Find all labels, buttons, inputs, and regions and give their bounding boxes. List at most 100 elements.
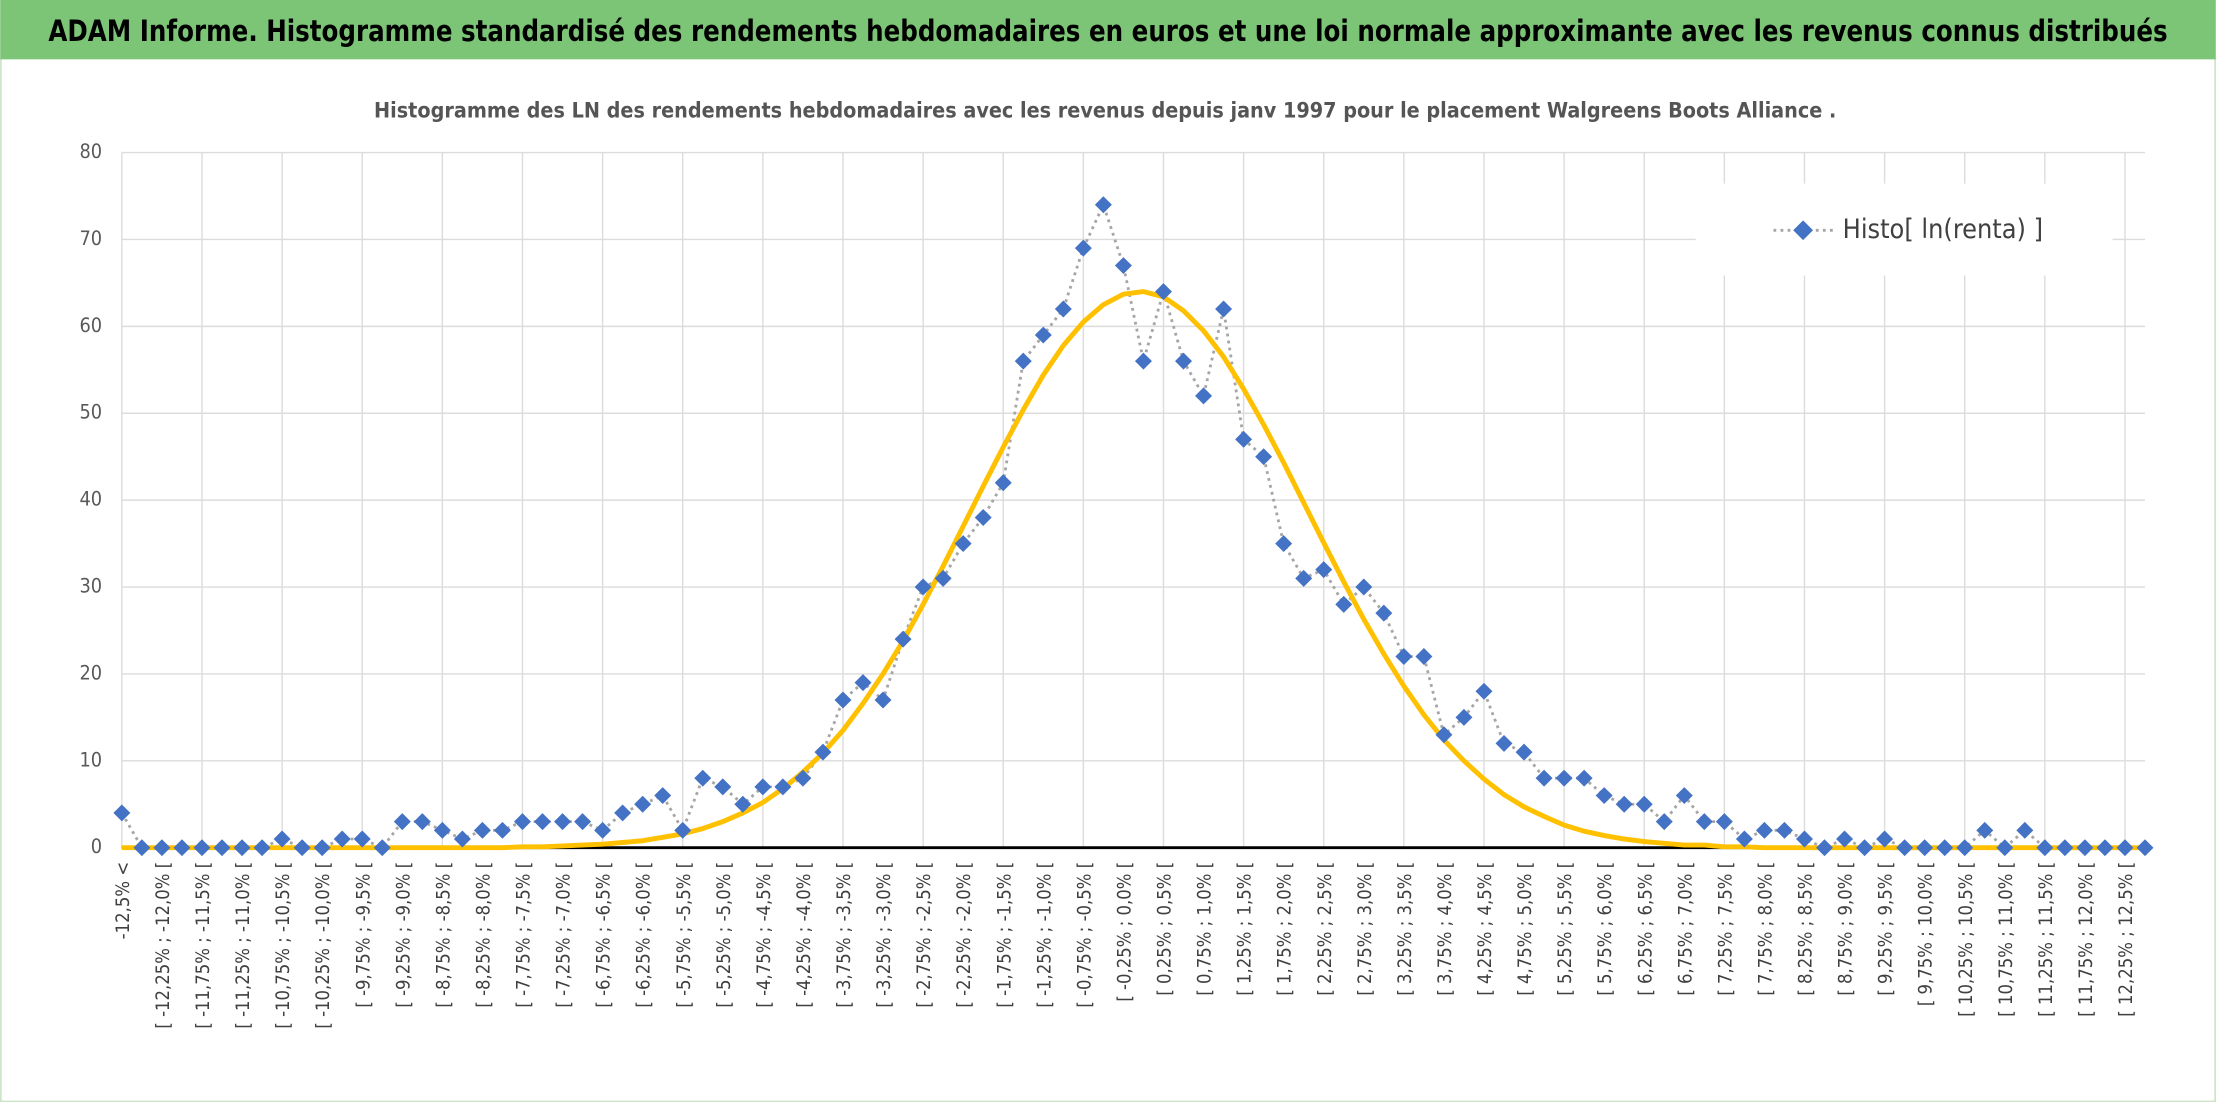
x-tick-label: [ 9,25% ; 9,5% [ [1876,862,1897,996]
data-point [2056,839,2074,857]
y-tick-label: 50 [79,401,102,424]
data-point [173,839,191,857]
data-point [1235,430,1253,448]
chart-title: Histogramme des LN des rendements hebdom… [374,98,1836,123]
data-point [1535,769,1553,787]
x-tick-label: [ 4,25% ; 4,5% [ [1475,862,1496,996]
data-point [574,813,592,831]
x-tick-label: [ -8,75% ; -8,5% [ [433,862,454,1008]
x-tick-label: [ 12,25% ; 12,5% [ [2116,862,2137,1017]
x-tick-label: [ 7,25% ; 7,5% [ [1715,862,1736,996]
x-tick-label: [ -11,75% ; -11,5% [ [193,862,214,1029]
data-point [674,821,692,839]
data-point [473,821,491,839]
data-point [293,839,311,857]
x-tick-label: -12,5% < [113,862,134,940]
data-point [734,795,752,813]
y-tick-label: 80 [79,140,102,163]
data-point [554,813,572,831]
x-tick-label: [ 6,75% ; 7,0% [ [1675,862,1696,996]
data-point [353,830,371,848]
y-tick-label: 0 [91,835,102,858]
data-point [1796,830,1813,848]
data-point [1155,283,1172,301]
data-point [193,839,211,857]
data-point [1335,595,1353,613]
data-point [774,778,792,796]
title-bar [0,0,2216,60]
data-point [1375,604,1393,622]
x-tick-label: [ 3,25% ; 3,5% [ [1395,862,1416,996]
x-tick-label: [ -3,25% ; -3,0% [ [874,862,895,1008]
data-point [1175,352,1192,370]
data-point [1555,769,1573,787]
data-point [493,821,511,839]
x-tick-label: [ -7,75% ; -7,5% [ [514,862,535,1008]
data-point [2076,839,2094,857]
data-point [1896,839,1914,857]
data-point [2096,839,2114,857]
data-point [1916,839,1934,857]
data-point [2116,839,2134,857]
x-tick-label: [ -1,25% ; -1,0% [ [1034,862,1055,1008]
data-point [814,743,832,761]
y-tick-label: 60 [79,314,102,337]
data-point [1876,830,1894,848]
plot: 0 10 20 30 40 50 60 70 80 -12,5% < [ -12,25% ; -12… [79,140,2154,1029]
data-point [453,830,471,848]
y-tick-label: 40 [79,488,102,511]
data-point [1014,352,1032,370]
data-point [994,474,1012,492]
data-point [1355,578,1373,596]
data-point [1495,734,1513,752]
x-tick-label: [ 6,25% ; 6,5% [ [1635,862,1656,996]
x-tick-label: [ 2,75% ; 3,0% [ [1355,862,1376,996]
data-point [654,787,672,805]
data-point [433,821,451,839]
data-point [1315,561,1333,579]
data-point [1515,743,1533,761]
x-tick-label: [ -10,25% ; -10,0% [ [313,862,334,1029]
data-point [1816,839,1833,857]
data-point [794,769,812,787]
x-tick-label: [ -1,75% ; -1,5% [ [994,862,1015,1008]
x-tick-label: [ -7,25% ; -7,0% [ [554,862,575,1008]
x-tick-label: [ -6,75% ; -6,5% [ [594,862,615,1008]
data-point [413,813,431,831]
data-point [1735,830,1753,848]
x-tick-label: [ 1,25% ; 1,5% [ [1235,862,1256,996]
data-point [1996,839,2014,857]
data-point [1956,839,1974,857]
x-tick-label: [ -0,25% ; 0,0% [ [1114,862,1135,1002]
x-tick-label: [ 3,75% ; 4,0% [ [1435,862,1456,996]
data-point [233,839,251,857]
y-tick-label: 20 [79,661,102,684]
legend-marker [1793,220,1813,241]
data-point [513,813,531,831]
x-tick-label: [ -11,25% ; -11,0% [ [233,862,254,1029]
data-point [634,795,652,813]
y-tick-label: 70 [79,227,102,250]
data-point [133,839,151,857]
x-tick-label: [ -12,25% ; -12,0% [ [153,862,174,1029]
data-point [834,691,852,709]
x-tick-label: [ 9,75% ; 10,0% [ [1916,862,1937,1006]
data-point [1936,839,1954,857]
data-point [1836,830,1854,848]
x-tick-label: [ -10,75% ; -10,5% [ [273,862,294,1029]
x-tick-label: [ -3,75% ; -3,5% [ [834,862,855,1008]
x-tick-label: [ -9,25% ; -9,0% [ [393,862,414,1008]
y-tick-label: 30 [79,575,102,598]
x-tick-label: [ -6,25% ; -6,0% [ [634,862,655,1008]
data-point [213,839,231,857]
x-tick-label: [ 8,75% ; 9,0% [ [1836,862,1857,996]
y-tick-label: 10 [79,748,102,771]
x-tick-label: [ -2,75% ; -2,5% [ [914,862,935,1008]
data-point [754,778,772,796]
x-tick-label: [ -8,25% ; -8,0% [ [473,862,494,1008]
x-tick-label: [ 0,75% ; 1,0% [ [1195,862,1216,996]
data-point [2036,839,2054,857]
data-point [1655,813,1673,831]
data-point [333,830,351,848]
